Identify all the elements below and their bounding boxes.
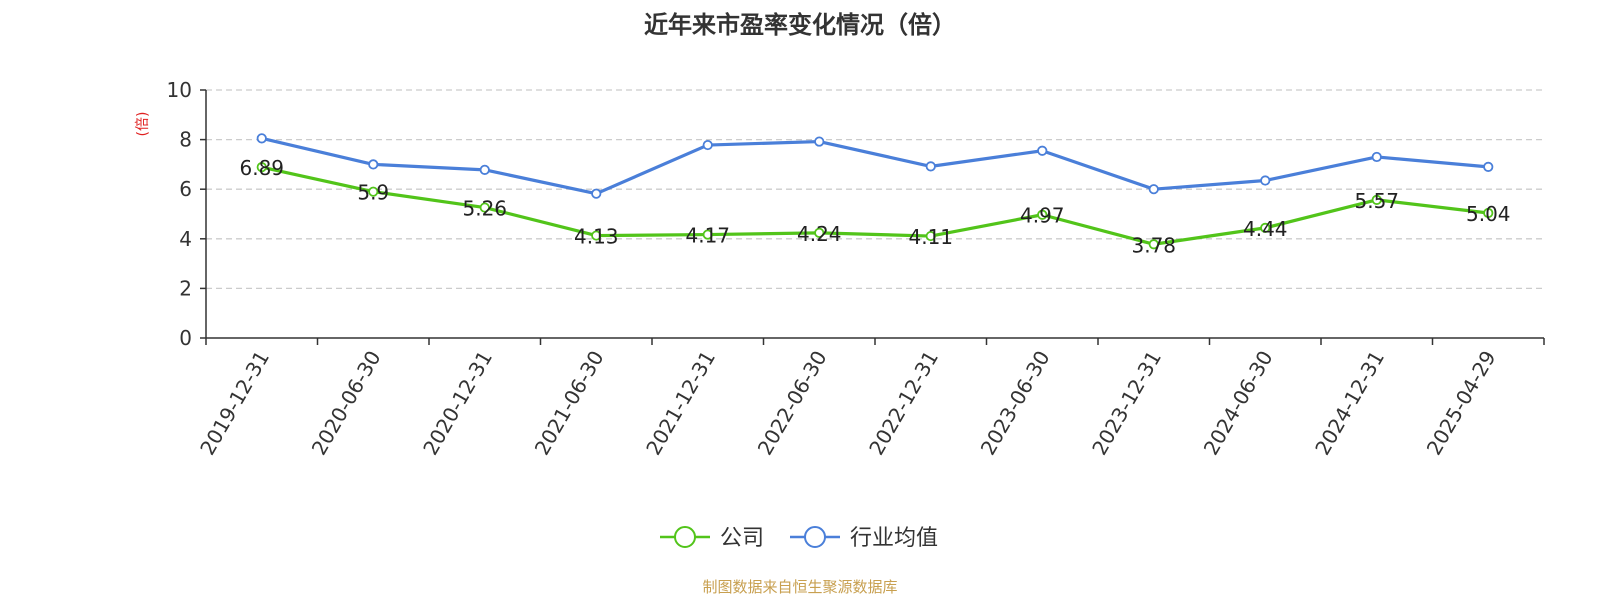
data-point[interactable] xyxy=(702,139,713,151)
y-tick-label: 8 xyxy=(179,128,192,152)
data-point[interactable] xyxy=(1148,184,1159,195)
data-label: 6.89 xyxy=(239,156,284,180)
legend-label: 行业均值 xyxy=(850,526,938,551)
data-point[interactable] xyxy=(256,162,267,173)
y-tick-label: 0 xyxy=(179,326,192,350)
chart-title: 近年来市盈率变化情况（倍） xyxy=(644,11,956,39)
x-tick-label: 2024-12-31 xyxy=(1310,347,1389,460)
data-point[interactable] xyxy=(814,136,825,147)
data-label: 4.13 xyxy=(574,225,619,249)
y-tick-label: 6 xyxy=(179,177,192,201)
data-label: 5.26 xyxy=(462,197,507,221)
axes: 0 2 4 6 8 10 2019-12-31 2020-06-30 2020-12-31 202… xyxy=(167,78,1545,460)
legend-label: 公司 xyxy=(720,526,764,551)
source-note: 制图数据来自恒生聚源数据库 xyxy=(702,578,897,596)
data-label: 5.57 xyxy=(1354,189,1399,213)
x-tick-label: 2020-06-30 xyxy=(307,347,386,460)
data-point[interactable] xyxy=(591,230,602,241)
data-label: 4.24 xyxy=(797,222,842,246)
data-point[interactable] xyxy=(479,164,490,175)
data-point[interactable] xyxy=(814,227,825,238)
data-point[interactable] xyxy=(1037,145,1048,156)
data-labels: 6.89 5.9 5.26 4.13 4.17 4.24 4.11 4.97 3.78 4.44 5… xyxy=(239,156,1510,257)
data-label: 4.97 xyxy=(1020,204,1065,228)
data-label: 5.04 xyxy=(1466,202,1511,226)
series-layer xyxy=(256,133,1494,250)
data-point[interactable] xyxy=(925,161,936,172)
data-point[interactable] xyxy=(1148,239,1159,250)
legend-item[interactable]: 公司 xyxy=(660,526,764,551)
y-tick-label: 2 xyxy=(179,276,192,300)
series-line xyxy=(261,136,1489,196)
data-point[interactable] xyxy=(479,202,490,213)
legend[interactable]: 公司 行业均值 xyxy=(660,526,938,551)
x-tick-label: 2020-12-31 xyxy=(418,347,497,460)
x-tick-label: 2021-12-31 xyxy=(641,347,720,460)
y-tick-label: 10 xyxy=(167,78,192,102)
data-label: 3.78 xyxy=(1131,233,1176,257)
data-point[interactable] xyxy=(1037,209,1048,220)
x-tick-label: 2021-06-30 xyxy=(530,347,609,460)
x-tick-label: 2019-12-31 xyxy=(195,347,274,460)
data-point[interactable] xyxy=(1371,151,1382,163)
x-tick-label: 2024-06-30 xyxy=(1199,347,1278,460)
grid-lines xyxy=(206,89,1544,290)
x-tick-label: 2023-06-30 xyxy=(976,347,1055,460)
data-point[interactable] xyxy=(256,133,267,144)
data-label: 4.44 xyxy=(1243,217,1288,241)
data-point[interactable] xyxy=(368,159,379,170)
data-point[interactable] xyxy=(702,229,713,240)
x-tick-label: 2022-12-31 xyxy=(864,347,943,460)
data-point[interactable] xyxy=(368,186,379,197)
legend-item[interactable]: 行业均值 xyxy=(790,526,938,551)
legend-marker-icon xyxy=(674,526,696,548)
x-tick-label: 2023-12-31 xyxy=(1087,347,1166,460)
data-point[interactable] xyxy=(1260,175,1271,186)
data-label: 4.11 xyxy=(908,225,953,249)
data-point[interactable] xyxy=(925,230,936,242)
data-label: 4.17 xyxy=(685,224,730,248)
y-tick-label: 4 xyxy=(179,227,192,251)
x-tick-label: 2022-06-30 xyxy=(753,347,832,460)
data-point[interactable] xyxy=(1483,161,1494,172)
data-point[interactable] xyxy=(1260,222,1271,233)
y-axis-label: (倍) xyxy=(135,112,151,137)
data-point[interactable] xyxy=(1483,207,1494,219)
x-tick-label: 2025-04-29 xyxy=(1422,347,1501,460)
data-point[interactable] xyxy=(1371,194,1382,205)
data-label: 5.9 xyxy=(357,181,389,205)
series-line xyxy=(261,165,1489,246)
data-point[interactable] xyxy=(591,188,602,199)
legend-marker-icon xyxy=(804,526,826,548)
